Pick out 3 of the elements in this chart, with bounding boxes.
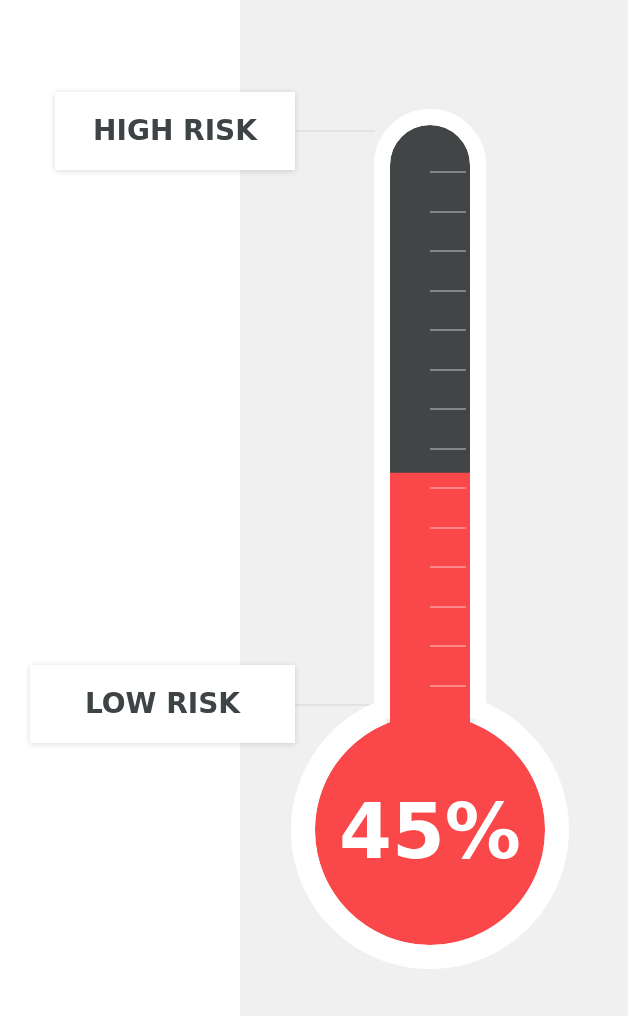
text: HIGH RISK [55, 92, 295, 170]
text: LOW RISK [30, 665, 295, 743]
data-label: 45% [339, 786, 521, 876]
